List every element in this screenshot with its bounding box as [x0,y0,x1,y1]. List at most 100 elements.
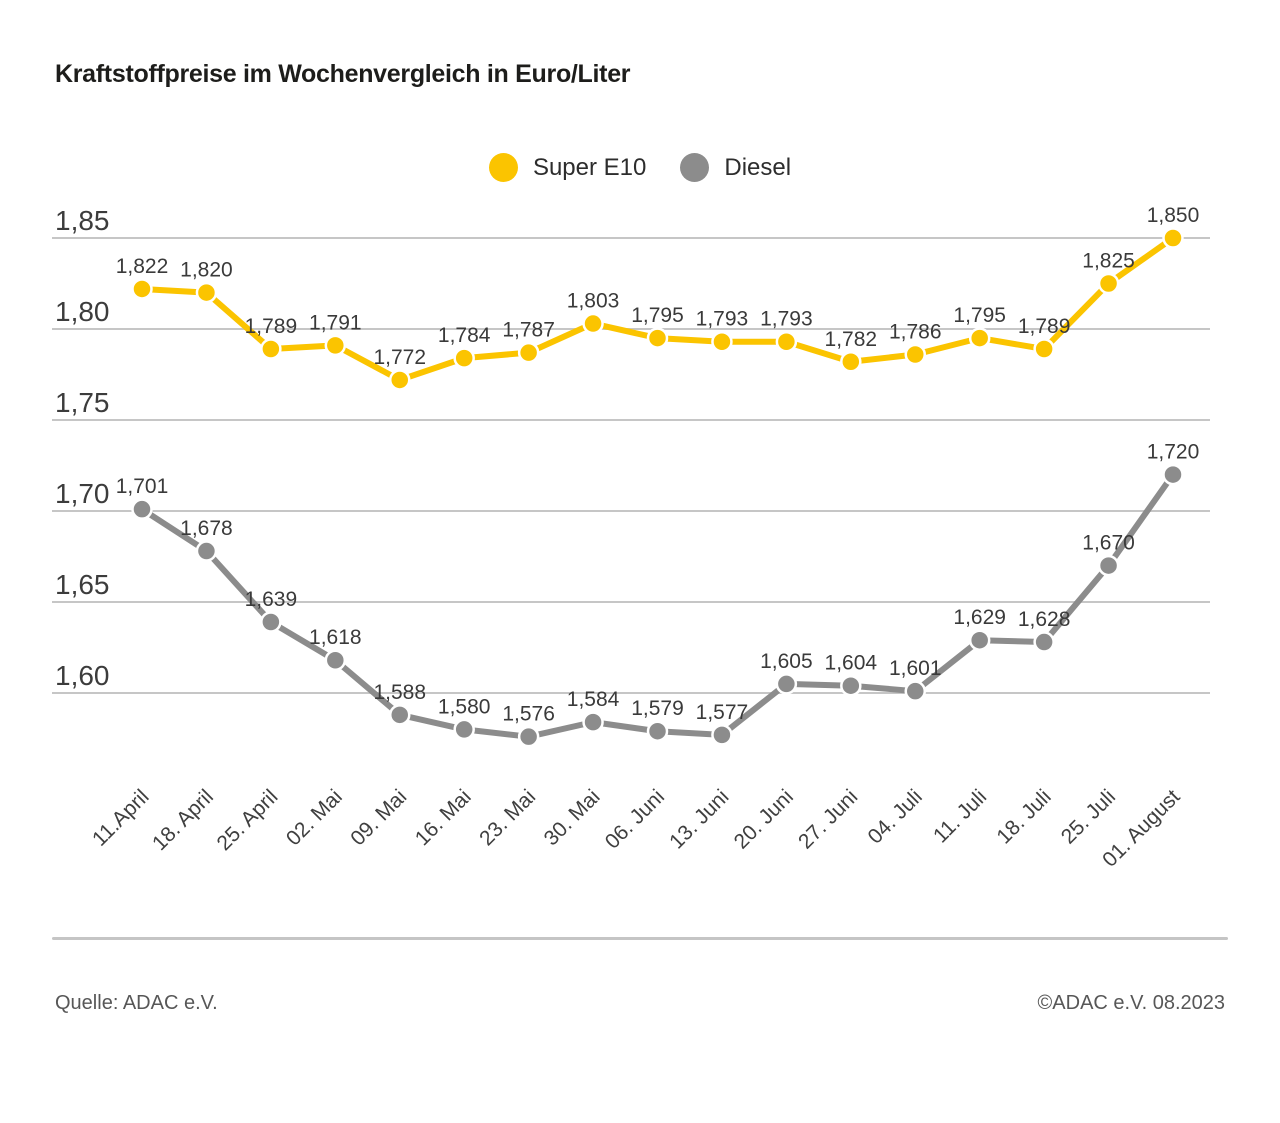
super-e10-data-label: 1,786 [889,320,942,343]
super-e10-data-label: 1,791 [309,311,362,334]
x-axis-label: 23. Mai [475,785,540,850]
x-axis-label: 20. Juni [730,785,798,853]
super-e10-point [453,347,475,369]
diesel-data-label: 1,580 [438,695,491,718]
diesel-point [968,629,991,651]
super-e10-data-label: 1,782 [825,328,878,351]
legend-label-super-e10: Super E10 [532,153,647,181]
super-e10-point [1162,227,1184,249]
super-e10-data-label: 1,820 [180,259,233,282]
diesel-point [517,725,540,748]
diesel-point [453,718,475,741]
y-axis-label: 1,65 [55,569,110,600]
chart-title: Kraftstoffpreise im Wochenvergleich in E… [55,60,631,88]
super-e10-point [517,341,540,364]
super-e10-point [195,281,218,304]
super-e10-point [1097,272,1120,295]
diesel-data-label: 1,628 [1018,608,1071,631]
diesel-point [904,680,926,702]
diesel-data-label: 1,670 [1082,532,1135,555]
diesel-point [646,720,669,742]
diesel-point [840,674,862,697]
y-axis-label: 1,60 [55,660,110,691]
x-axis-label: 02. Mai [282,785,347,850]
y-axis-label: 1,80 [55,296,110,327]
x-axis-label: 30. Mai [540,785,605,850]
super-e10-point [1033,338,1055,360]
legend-label-diesel: Diesel [724,153,792,181]
chart-legend: Super E10 Diesel [0,153,1280,182]
super-e10-dot-icon [488,153,518,182]
super-e10-data-label: 1,850 [1147,204,1200,227]
x-axis-label: 18. April [148,785,218,855]
y-axis-label: 1,75 [55,387,110,418]
super-e10-data-label: 1,793 [696,308,749,331]
super-e10-point [904,343,926,366]
super-e10-point [840,351,862,373]
diesel-point [711,724,733,746]
diesel-data-label: 1,605 [760,650,813,673]
diesel-dot-icon [680,153,710,182]
super-e10-data-label: 1,789 [1018,315,1071,338]
super-e10-data-label: 1,822 [116,255,169,278]
footer-divider [52,937,1228,940]
y-axis-label: 1,85 [55,205,110,236]
diesel-point [1033,631,1055,653]
diesel-point [195,540,218,562]
diesel-point [1097,554,1120,577]
super-e10-point [131,278,153,300]
diesel-point [582,711,604,733]
diesel-point [389,704,411,726]
diesel-data-label: 1,720 [1147,441,1200,464]
diesel-data-label: 1,579 [631,697,684,720]
x-axis-label: 13. Juni [665,785,733,853]
diesel-data-label: 1,601 [889,657,942,680]
diesel-point [260,611,282,633]
diesel-data-label: 1,588 [373,681,426,704]
super-e10-point [260,338,282,360]
diesel-point [775,673,798,695]
diesel-data-label: 1,618 [309,626,362,649]
diesel-data-label: 1,576 [502,703,555,726]
super-e10-data-label: 1,793 [760,308,813,331]
x-axis-label: 16. Mai [411,785,476,850]
super-e10-point [646,327,669,349]
super-e10-data-label: 1,795 [953,304,1006,327]
diesel-point [131,498,153,520]
x-axis-label: 27. Juni [794,785,862,853]
super-e10-point [775,330,798,353]
super-e10-point [582,312,604,335]
diesel-point [1162,463,1184,486]
diesel-data-label: 1,629 [953,606,1006,629]
super-e10-point [324,334,347,357]
x-axis-label: 18. Juli [992,785,1055,848]
copyright-note: ©ADAC e.V. 08.2023 [1037,992,1225,1014]
diesel-data-label: 1,584 [567,688,620,711]
source-note: Quelle: ADAC e.V. [55,992,218,1014]
diesel-data-label: 1,604 [825,652,878,675]
x-axis-label: 04. Juli [863,785,926,848]
x-axis-label: 11. Juli [929,785,991,847]
x-axis-label: 25. Juli [1057,785,1120,848]
super-e10-data-label: 1,772 [373,346,426,369]
super-e10-data-label: 1,784 [438,324,491,347]
x-axis-label: 11.April [88,785,154,851]
super-e10-data-label: 1,787 [502,319,555,342]
super-e10-data-label: 1,803 [567,290,620,313]
diesel-point [324,649,347,671]
y-axis-label: 1,70 [55,478,110,509]
x-axis-label: 25. April [212,785,282,855]
diesel-data-label: 1,577 [696,701,749,724]
x-axis-label: 06. Juni [601,785,669,853]
x-axis-label: 09. Mai [346,785,411,850]
super-e10-data-label: 1,825 [1082,250,1135,273]
super-e10-point [711,330,733,353]
super-e10-point [389,369,411,391]
diesel-data-label: 1,678 [180,517,233,540]
diesel-data-label: 1,639 [245,588,298,611]
super-e10-point [968,327,991,349]
legend-item-super-e10: Super E10 [488,153,647,182]
super-e10-data-label: 1,795 [631,304,684,327]
